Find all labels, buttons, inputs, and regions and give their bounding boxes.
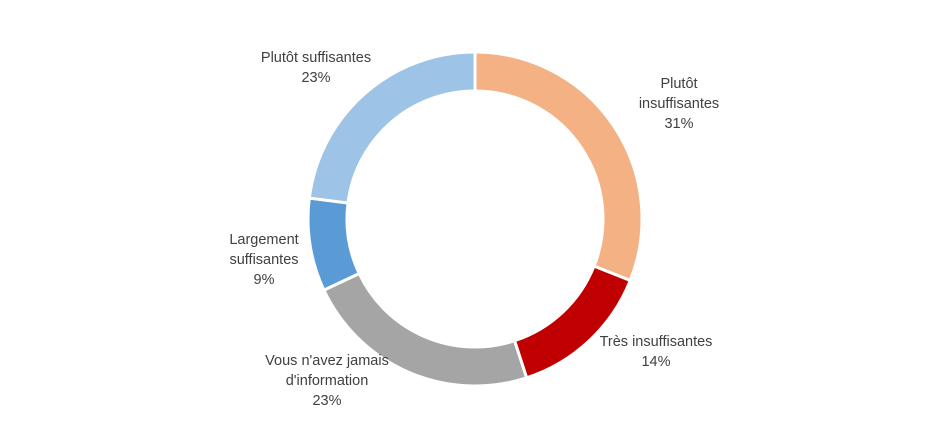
label-line: Plutôt suffisantes	[260, 50, 372, 66]
label-percent: 31%	[664, 116, 694, 132]
data-label-jamais-information: Vous n'avez jamais d'information 23%	[265, 351, 389, 411]
label-percent: 23%	[301, 70, 331, 86]
label-percent: 23%	[312, 393, 342, 409]
label-percent: 9%	[253, 272, 275, 288]
label-line: Très insuffisantes	[599, 334, 713, 350]
data-label-plutot-insuffisantes: Plutôt insuffisantes 31%	[639, 74, 719, 134]
data-label-tres-insuffisantes: Très insuffisantes 14%	[600, 332, 713, 372]
label-percent: 14%	[641, 354, 671, 370]
label-line: d'information	[285, 373, 369, 389]
donut-slice	[307, 50, 477, 205]
label-line: Plutôt	[660, 76, 698, 92]
label-line: Largement	[229, 232, 299, 248]
data-label-largement-suffisantes: Largement suffisantes 9%	[229, 230, 298, 290]
donut-slice	[473, 50, 644, 283]
donut-slice	[306, 196, 362, 293]
label-line: Vous n'avez jamais	[265, 353, 389, 369]
label-line: insuffisantes	[638, 96, 720, 112]
data-label-plutot-suffisantes: Plutôt suffisantes 23%	[261, 48, 371, 88]
label-line: suffisantes	[229, 252, 299, 268]
